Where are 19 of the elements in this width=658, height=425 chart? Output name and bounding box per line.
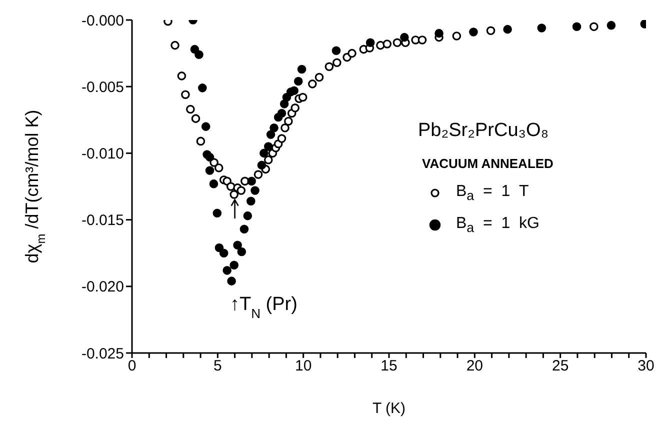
x-tick-label: 30 <box>638 358 654 375</box>
legend-title: VACUUM ANNEALED <box>422 156 554 171</box>
x-tick-label: 15 <box>380 358 398 375</box>
annotation: ↑T$_{N}$(Pr) <box>230 294 298 320</box>
annotation: Pb₂Sr₂PrCu₃O₈ <box>418 120 550 142</box>
x-tick-label: 10 <box>294 358 312 375</box>
y-tick-label: -0.020 <box>81 278 124 296</box>
x-tick-label: 20 <box>466 358 484 375</box>
y-tick-label: -0.015 <box>81 212 124 230</box>
x-axis-title: T (K) <box>372 400 406 417</box>
legend-label: B$_{a}$ = 1 T <box>456 183 529 204</box>
x-tick-label: 0 <box>128 358 136 375</box>
x-tick-label: 5 <box>213 358 222 375</box>
y-tick-label: -0.000 <box>81 12 124 30</box>
legend-label: B$_{a}$ = 1 kG <box>456 215 540 236</box>
y-tick-label: -0.025 <box>81 345 124 362</box>
y-tick-label: -0.010 <box>81 146 124 163</box>
y-tick-label: -0.005 <box>81 78 124 96</box>
x-tick-label: 25 <box>552 358 569 375</box>
